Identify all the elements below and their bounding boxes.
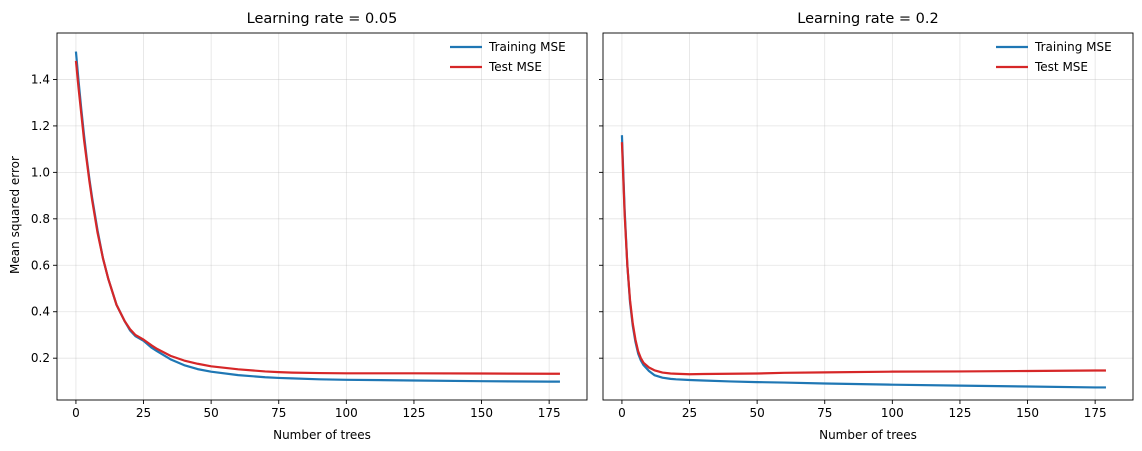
- legend: Training MSE Test MSE: [450, 40, 566, 74]
- gridlines: [603, 33, 1133, 400]
- legend: Training MSE Test MSE: [996, 40, 1112, 74]
- x-tick-label: 0: [618, 406, 626, 420]
- x-axis-label: Number of trees: [819, 428, 917, 442]
- x-tick-label: 125: [402, 406, 425, 420]
- series-line-test-mse: [620, 142, 1106, 376]
- y-tick-label: 1.0: [31, 165, 50, 179]
- chart-title: Learning rate = 0.05: [247, 11, 398, 27]
- x-tick-label: 25: [682, 406, 697, 420]
- y-tick-label: 0.2: [31, 351, 50, 365]
- chart-panel-lr-0-05: 0 25 50 75 100 125 150 175 0.2 0.4 0.6 0.8 1.0 1.2 1.4…: [31, 11, 588, 442]
- y-tick-label: 0.8: [31, 212, 50, 226]
- x-tick-label: 50: [749, 406, 764, 420]
- x-tick-label: 75: [271, 406, 286, 420]
- y-tick-label: 1.2: [31, 119, 50, 133]
- series-line-test-mse: [74, 60, 560, 375]
- series-line-training-mse: [74, 51, 560, 383]
- gridlines: [57, 33, 587, 400]
- x-tick-label: 150: [1016, 406, 1039, 420]
- y-tick-label: 1.4: [31, 72, 50, 86]
- series-line-training-mse: [620, 135, 1106, 389]
- legend-label: Test MSE: [488, 60, 542, 74]
- legend-label: Training MSE: [1034, 40, 1112, 54]
- axes-frame: [56, 32, 588, 401]
- chart-panel-lr-0-2: 0 25 50 75 100 125 150 175 Learning rate = 0.2 Nu…: [599, 11, 1134, 442]
- legend-label: Training MSE: [488, 40, 566, 54]
- x-tick-label: 175: [538, 406, 561, 420]
- x-tick-label: 0: [72, 406, 80, 420]
- chart-title: Learning rate = 0.2: [797, 11, 938, 27]
- x-tick-label: 100: [881, 406, 904, 420]
- y-tick-label: 0.6: [31, 258, 50, 272]
- legend-label: Test MSE: [1034, 60, 1088, 74]
- x-tick-label: 100: [335, 406, 358, 420]
- x-tick-label: 125: [948, 406, 971, 420]
- x-tick-label: 75: [817, 406, 832, 420]
- x-tick-label: 25: [136, 406, 151, 420]
- x-axis-label: Number of trees: [273, 428, 371, 442]
- y-axis-label: Mean squared error: [8, 156, 22, 274]
- axes-frame: [602, 32, 1134, 401]
- x-tick-label: 50: [203, 406, 218, 420]
- y-tick-label: 0.4: [31, 305, 50, 319]
- x-tick-label: 175: [1084, 406, 1107, 420]
- x-tick-label: 150: [470, 406, 493, 420]
